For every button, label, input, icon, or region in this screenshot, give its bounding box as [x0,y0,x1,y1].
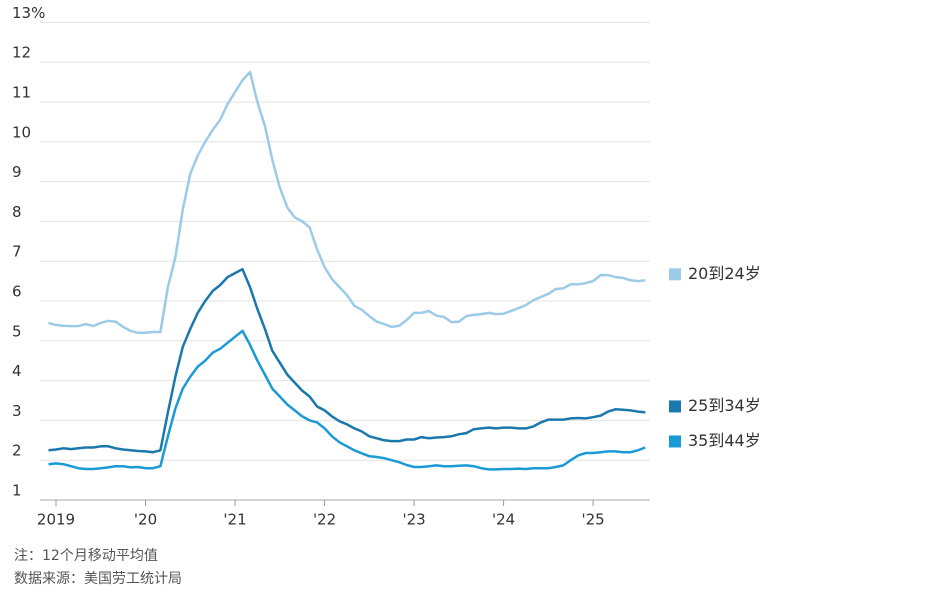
y-tick-label: 6 [12,283,22,301]
y-tick-label: 12 [12,44,31,62]
series-line [48,70,646,335]
y-tick-label: 1 [12,482,22,500]
x-tick-label: '23 [402,511,425,529]
x-tick-label: '21 [223,511,246,529]
y-tick-label: 5 [12,322,22,340]
legend-label: 20到24岁 [688,264,761,283]
y-tick-label: 8 [12,203,22,221]
x-tick-label: '25 [582,511,605,529]
x-tick-label: '22 [313,511,336,529]
series-line [48,267,646,454]
source: 数据来源：美国劳工统计局 [14,571,182,587]
x-tick-label: '24 [492,511,515,529]
y-tick-label: 9 [12,163,22,181]
y-tick-label: 2 [12,442,22,460]
legend-swatch [669,268,681,281]
x-tick-label: '20 [134,511,157,529]
series-line [48,329,646,471]
legend-label: 35到44岁 [688,431,761,450]
legend-label: 25到34岁 [688,396,761,415]
y-tick-label: 4 [12,362,22,380]
y-tick-label: 7 [12,243,22,261]
y-tick-label: 10 [12,123,31,141]
y-tick-label: 13% [12,4,45,22]
x-tick-label: 2019 [37,511,75,529]
legend-swatch [669,400,681,413]
y-tick-label: 11 [12,84,31,102]
legend-swatch [669,435,681,448]
y-tick-label: 3 [12,402,22,420]
note: 注：12个月移动平均值 [14,548,158,564]
